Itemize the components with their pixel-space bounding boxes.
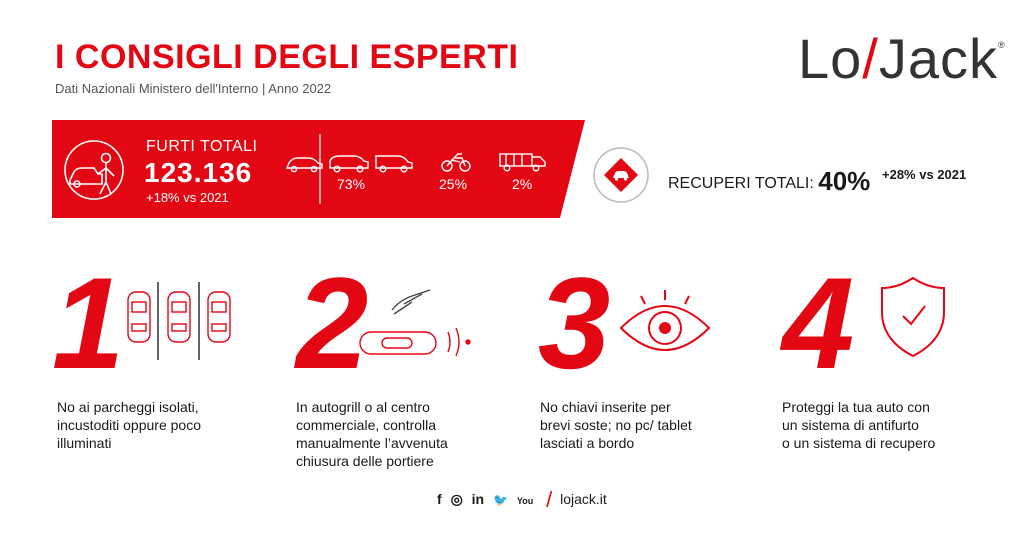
logo-slash: / <box>862 27 879 90</box>
tip-line: manualmente l’avvenuta <box>296 435 448 451</box>
furti-label: FURTI TOTALI <box>146 138 258 155</box>
parking-cars-icon <box>127 282 231 360</box>
truck-percent: 2% <box>512 176 533 192</box>
footer: f ◎ in 🐦 You / lojack.it <box>437 484 607 512</box>
facebook-icon[interactable]: f <box>437 491 442 507</box>
tip-line: No chiavi inserite per <box>540 399 671 415</box>
logo-registered-mark: ® <box>998 40 1006 50</box>
website-link[interactable]: lojack.it <box>560 491 607 507</box>
tip-line: No ai parcheggi isolati, <box>57 399 199 415</box>
tip-line: lasciati a bordo <box>540 435 635 451</box>
page-subtitle: Dati Nazionali Ministero dell'Interno | … <box>55 81 332 96</box>
tip-line: brevi soste; no pc/ tablet <box>540 417 692 433</box>
youtube-icon[interactable]: You <box>516 496 534 506</box>
car-key-remote-icon <box>359 289 471 357</box>
motorcycle-percent: 25% <box>439 176 468 192</box>
furti-total: 123.136 <box>144 157 253 188</box>
tip-text-2: In autogrill o al centro commerciale, co… <box>296 398 448 470</box>
cars-percent: 73% <box>337 176 366 192</box>
tip-line: chiusura delle portiere <box>296 453 434 469</box>
tip-number-2: 2 <box>296 250 369 396</box>
tip-line: In autogrill o al centro <box>296 399 430 415</box>
logo-part2: Jack <box>878 27 999 90</box>
stats-banner <box>52 120 585 218</box>
instagram-icon[interactable]: ◎ <box>450 491 463 507</box>
tip-line: illuminati <box>57 435 112 451</box>
logo-part1: Lo <box>798 27 863 90</box>
tip-line: incustoditi oppure poco <box>57 417 201 433</box>
tip-text-4: Proteggi la tua auto con un sistema di a… <box>782 398 935 452</box>
recovery-icon <box>593 147 649 203</box>
page-title: I CONSIGLI DEGLI ESPERTI <box>55 38 519 76</box>
recuperi-stat: RECUPERI TOTALI: 40% <box>668 164 871 196</box>
shield-check-icon <box>881 276 945 358</box>
thief-icon <box>64 140 124 200</box>
tip-text-3: No chiavi inserite per brevi soste; no p… <box>540 398 692 452</box>
twitter-icon[interactable]: 🐦 <box>493 493 508 507</box>
tip-line: commerciale, controlla <box>296 417 437 433</box>
tip-number-4: 4 <box>782 250 855 396</box>
cars-icon <box>285 155 413 173</box>
footer-slash: / <box>546 487 553 512</box>
recuperi-value: 40% <box>818 166 871 196</box>
recuperi-label: RECUPERI TOTALI: <box>668 175 814 192</box>
tip-line: Proteggi la tua auto con <box>782 399 930 415</box>
recuperi-delta: +28% vs 2021 <box>882 167 967 182</box>
furti-delta: +18% vs 2021 <box>146 190 229 205</box>
tip-number-3: 3 <box>538 250 611 396</box>
linkedin-icon[interactable]: in <box>471 491 485 507</box>
lojack-logo: Lo/Jack® <box>798 26 1006 91</box>
tip-number-1: 1 <box>52 250 125 396</box>
eye-icon <box>619 290 711 351</box>
truck-icon <box>499 153 546 172</box>
tip-line: un sistema di antifurto <box>782 417 919 433</box>
tip-line: o un sistema di recupero <box>782 435 936 451</box>
tip-text-1: No ai parcheggi isolati, incustoditi opp… <box>57 398 201 452</box>
motorcycle-icon <box>441 153 471 172</box>
